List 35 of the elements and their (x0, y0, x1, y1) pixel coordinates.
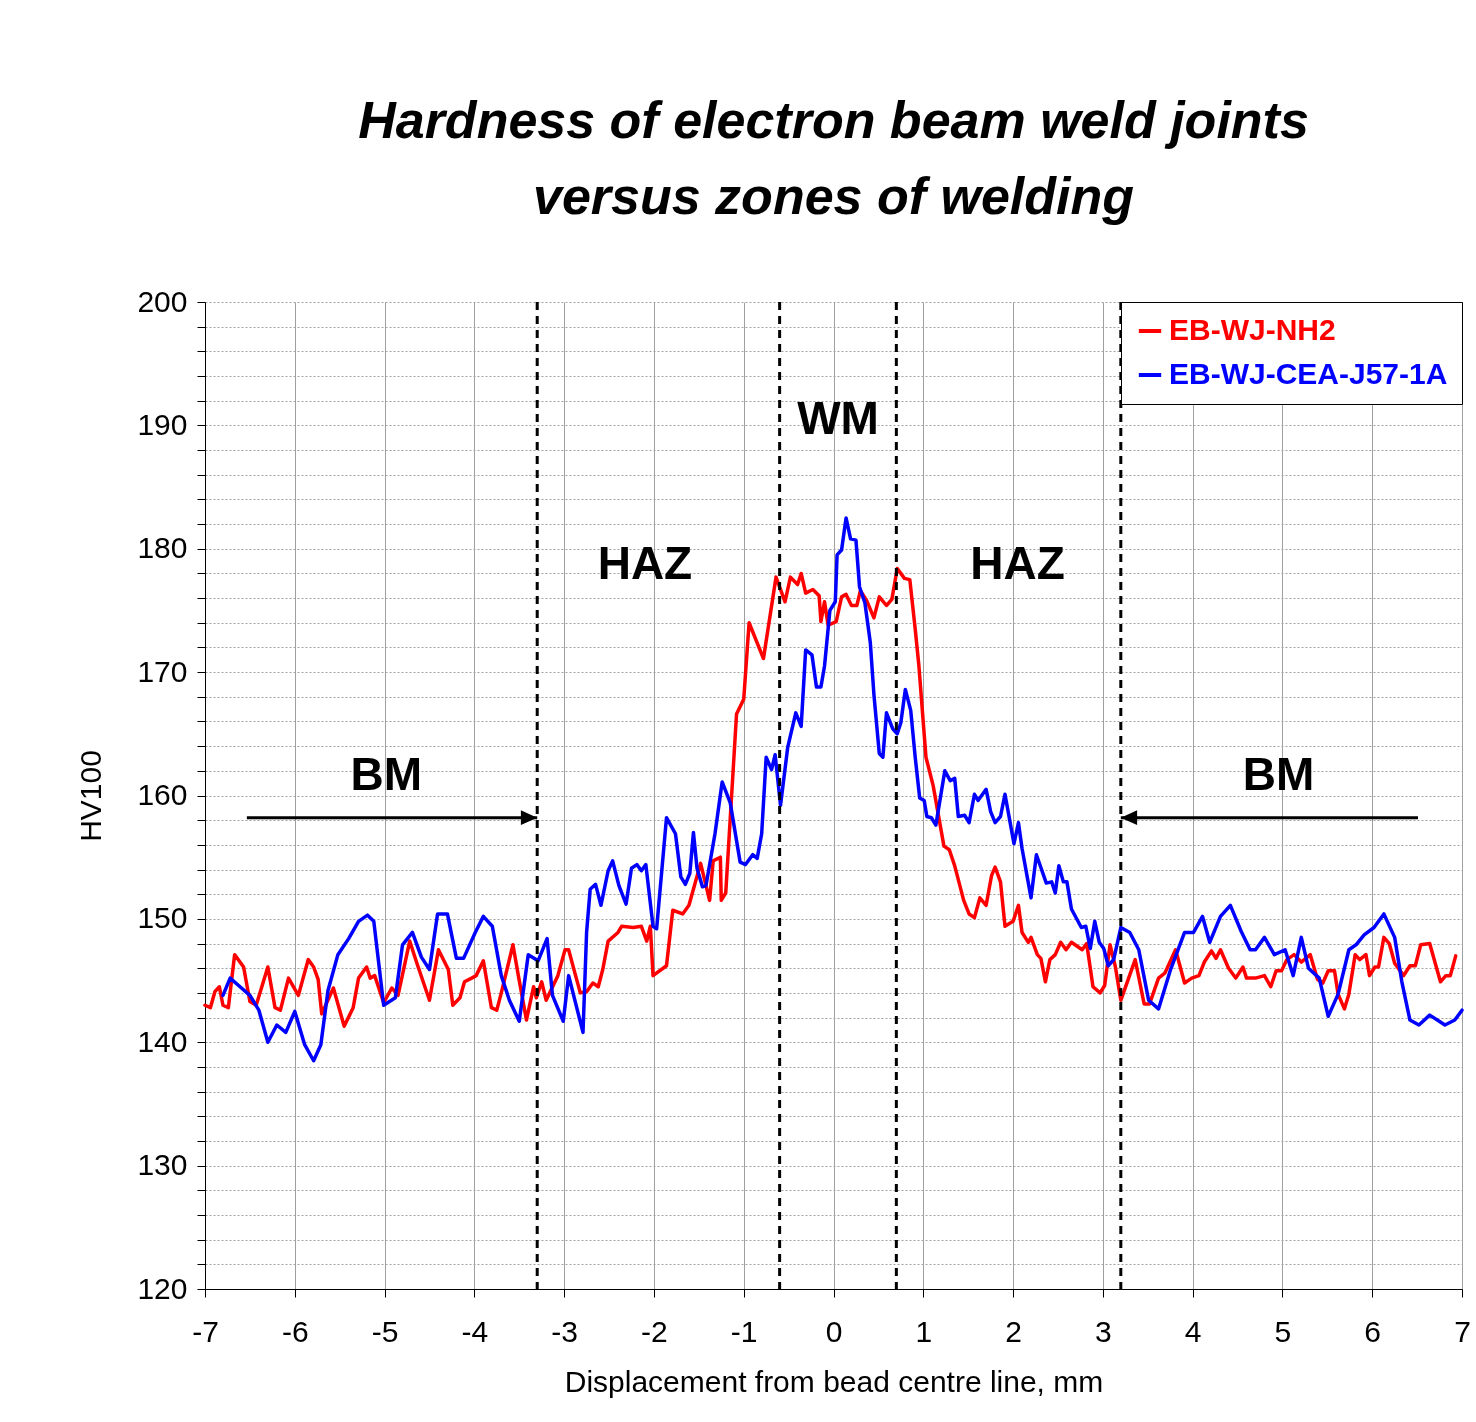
annotation: BM (1242, 747, 1315, 800)
x-tick-label: -6 (281, 1314, 309, 1348)
y-tick-label: 170 (137, 654, 188, 688)
x-tick-label: 7 (1454, 1314, 1471, 1348)
y-tick-label: 190 (137, 407, 188, 441)
y-tick-label: 130 (137, 1148, 188, 1182)
x-axis-title: Displacement from bead centre line, mm (564, 1364, 1104, 1398)
annotation: WM (797, 392, 879, 445)
y-tick-label: 200 (137, 284, 188, 318)
line-series (221, 516, 1464, 1063)
x-tick-label: -3 (551, 1314, 578, 1348)
x-tick-label: 1 (915, 1314, 933, 1348)
y-axis-title: HV100 (74, 750, 108, 842)
x-tick-label: 0 (825, 1314, 843, 1348)
legend-label: EB-WJ-CEA-J57-1A (1169, 357, 1448, 390)
annotation: BM (350, 747, 423, 800)
y-tick-label: 160 (137, 778, 188, 811)
x-tick-label: 4 (1184, 1314, 1202, 1348)
x-tick-label: -5 (371, 1314, 399, 1348)
y-tick-label: 180 (137, 531, 188, 565)
y-tick-label: 150 (137, 901, 188, 935)
y-tick-label: 140 (137, 1024, 188, 1058)
x-tick-label: 5 (1274, 1314, 1292, 1348)
x-tick-label: -2 (641, 1314, 668, 1348)
legend-label: EB-WJ-NH2 (1169, 313, 1336, 346)
y-tick-label: 120 (137, 1271, 188, 1305)
x-tick-label: 6 (1364, 1314, 1382, 1348)
x-tick-label: 3 (1095, 1314, 1112, 1348)
annotation: HAZ (597, 536, 693, 589)
x-tick-label: -4 (461, 1314, 489, 1348)
x-tick-label: -1 (730, 1314, 758, 1348)
chart-title: Hardness of electron beam weld joints versus zones of welding (358, 91, 1309, 225)
x-tick-label: -7 (192, 1314, 219, 1348)
annotation: HAZ (970, 536, 1065, 589)
x-tick-label: 2 (1005, 1314, 1022, 1348)
